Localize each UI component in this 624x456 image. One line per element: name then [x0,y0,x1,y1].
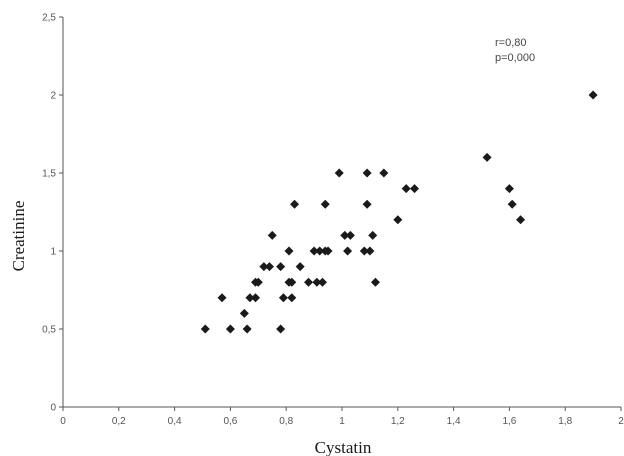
x-tick-label: 1,4 [447,416,461,427]
data-point [217,293,227,303]
data-point [317,277,327,287]
data-point [410,184,420,194]
data-point [242,324,252,334]
data-point [334,168,344,178]
data-point [304,277,314,287]
x-tick-label: 1,6 [502,416,516,427]
data-point [504,184,514,194]
data-point [290,199,300,209]
y-tick-label: 1,5 [42,169,56,180]
x-tick-label: 0,6 [223,416,237,427]
x-tick-label: 1 [339,416,345,427]
data-point [239,308,249,318]
y-axis-ticks: 0 0,5 1 1,5 2 2,5 [42,13,63,414]
data-point [276,324,286,334]
data-point [245,293,255,303]
x-tick-label: 0,2 [112,416,126,427]
data-point [315,246,325,256]
data-point [259,262,269,272]
y-tick-label: 1 [50,247,56,258]
data-point [200,324,210,334]
y-tick-label: 2 [50,91,56,102]
x-tick-label: 0,4 [168,416,182,427]
data-point [516,215,526,225]
y-tick-label: 0 [50,403,56,414]
data-point [588,90,598,100]
data-point [370,277,380,287]
x-tick-label: 2 [618,416,624,427]
axes [62,17,621,408]
x-tick-label: 0,8 [279,416,293,427]
data-point [284,246,294,256]
correlation-annotation: r=0,80 [495,37,527,49]
data-point [379,168,389,178]
data-points [200,90,598,334]
data-point [312,277,322,287]
y-tick-label: 0,5 [42,325,56,336]
data-point [482,152,492,162]
data-point [393,215,403,225]
data-point [264,262,274,272]
data-point [507,199,517,209]
data-point [401,184,411,194]
data-point [345,230,355,240]
data-point [253,277,263,287]
data-point [309,246,319,256]
data-point [365,246,375,256]
x-tick-label: 1,8 [558,416,572,427]
data-point [251,293,261,303]
data-point [359,246,369,256]
data-point [267,230,277,240]
data-point [340,230,350,240]
y-tick-label: 2,5 [42,13,56,24]
p-value-annotation: p=0,000 [495,52,535,64]
x-tick-label: 1,2 [391,416,405,427]
x-axis-title: Cystatin [315,438,372,456]
data-point [362,199,372,209]
data-point [278,293,288,303]
data-point [287,277,297,287]
data-point [323,246,333,256]
data-point [368,230,378,240]
data-point [362,168,372,178]
data-point [276,262,286,272]
y-axis-title: Creatinine [9,201,28,272]
x-axis-ticks: 0 0,2 0,4 0,6 0,8 1 1,2 1,4 1,6 1,8 2 [60,407,624,427]
data-point [287,293,297,303]
data-point [225,324,235,334]
x-tick-label: 0 [60,416,66,427]
data-point [320,199,330,209]
data-point [295,262,305,272]
data-point [343,246,353,256]
